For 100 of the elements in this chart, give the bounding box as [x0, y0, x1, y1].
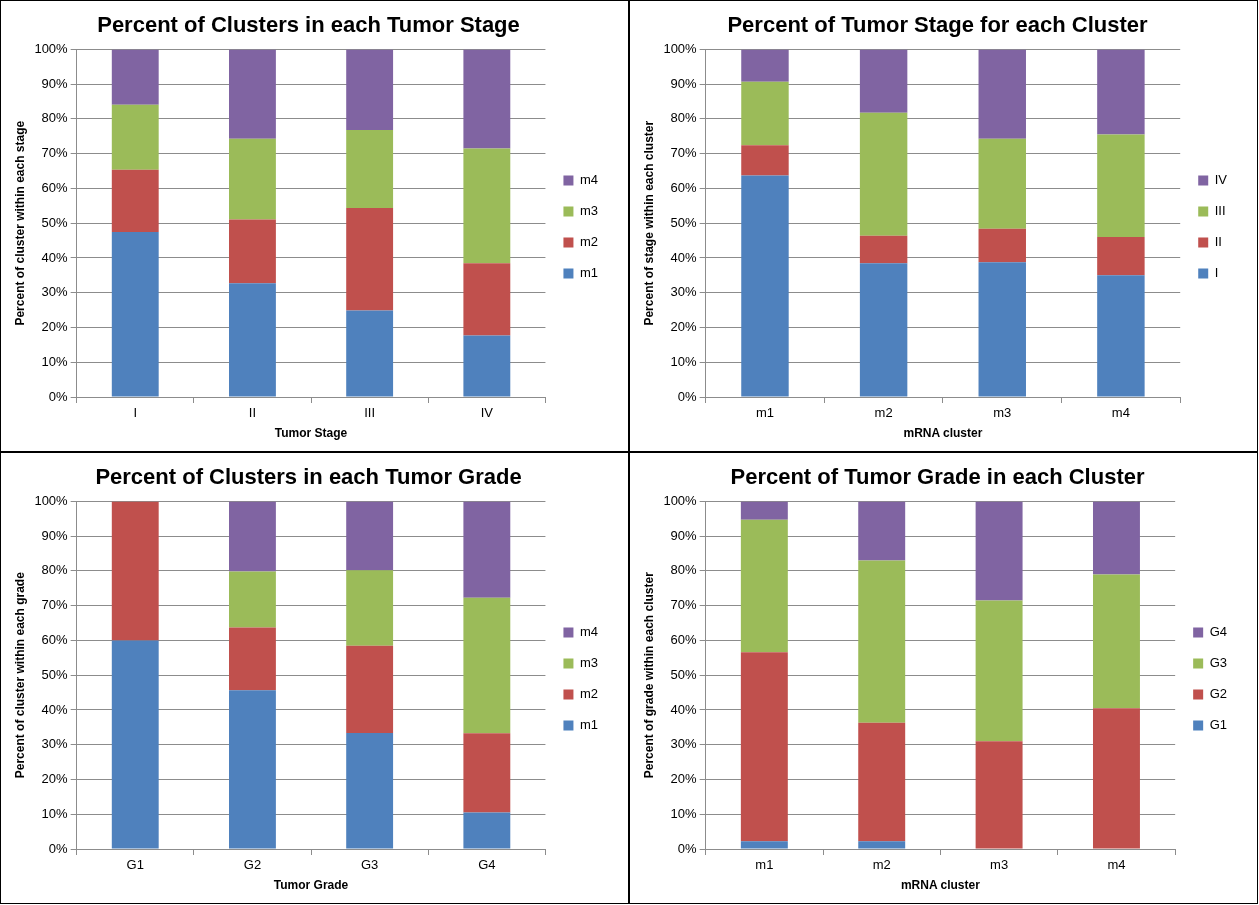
x-tick-label: m4 [1111, 405, 1130, 421]
x-tick-label: IV [480, 405, 494, 421]
legend-label: m4 [579, 624, 598, 640]
bar [463, 733, 511, 813]
y-tick-label: 30% [41, 284, 69, 300]
y-tick-label: 0% [48, 388, 69, 404]
y-tick-label: 60% [670, 180, 698, 196]
y-tick-label: 20% [41, 771, 69, 787]
y-tick-label: 0% [48, 840, 69, 856]
bar [463, 148, 511, 264]
legend-label: G1 [1209, 717, 1227, 733]
y-tick-label: 40% [670, 249, 698, 265]
chart-title: Percent of Tumor Stage for each Cluster [727, 12, 1148, 38]
bar [463, 49, 511, 149]
y-tick-label: 100% [663, 40, 698, 56]
legend-label: m1 [579, 717, 598, 733]
y-tick-label: 70% [41, 145, 69, 161]
x-tick-label: II [248, 405, 257, 421]
y-tick-label: 100% [34, 40, 69, 56]
legend-label: m2 [579, 234, 598, 250]
legend-label: I [1214, 265, 1219, 281]
y-axis-title: Percent of cluster within each stage [12, 120, 27, 326]
y-tick-label: 60% [41, 180, 69, 196]
bar [111, 640, 159, 849]
y-tick-label: 0% [677, 388, 698, 404]
y-tick-label: 100% [663, 492, 698, 508]
bar [463, 335, 511, 397]
y-tick-label: 30% [41, 736, 69, 752]
y-axis-title: Percent of stage within each cluster [641, 120, 656, 326]
x-tick-label: m1 [755, 405, 774, 421]
bar [741, 49, 789, 82]
bar [978, 49, 1026, 139]
x-tick-label: m4 [1107, 857, 1126, 873]
y-tick-label: 10% [41, 353, 69, 369]
bar [229, 690, 276, 849]
bar [740, 652, 788, 842]
bar [346, 570, 394, 646]
y-tick-label: 50% [670, 666, 698, 682]
y-tick-label: 80% [41, 562, 69, 578]
bar [346, 310, 394, 397]
chart-title: Percent of Clusters in each Tumor Stage [97, 12, 520, 38]
x-tick-label: m2 [872, 857, 891, 873]
x-axis-title: mRNA cluster [903, 426, 983, 441]
bar [741, 145, 789, 176]
y-tick-label: 20% [670, 319, 698, 335]
bar [463, 263, 511, 336]
bar [859, 112, 908, 236]
y-tick-label: 0% [677, 840, 698, 856]
legend-label: III [1214, 203, 1226, 219]
y-tick-label: 10% [41, 805, 69, 821]
x-tick-label: m3 [993, 405, 1012, 421]
bar [859, 235, 908, 264]
bar [740, 501, 788, 520]
bar [1092, 708, 1140, 849]
x-tick-label: III [364, 405, 376, 421]
bar [346, 645, 394, 733]
bar [229, 49, 276, 139]
bar [346, 732, 394, 849]
y-tick-label: 80% [670, 562, 698, 578]
y-tick-label: 30% [670, 736, 698, 752]
bar [978, 228, 1026, 263]
x-tick-label: m2 [874, 405, 893, 421]
x-axis-title: mRNA cluster [900, 878, 981, 893]
bar [859, 263, 908, 397]
legend-label: G3 [1209, 655, 1227, 671]
bar [978, 262, 1026, 397]
y-tick-label: 60% [670, 632, 698, 648]
bar [111, 104, 159, 170]
bar [1097, 134, 1145, 238]
y-tick-label: 90% [41, 527, 69, 543]
x-tick-label: G2 [243, 857, 262, 873]
bar [1097, 237, 1145, 276]
bar [346, 130, 394, 208]
bar [978, 138, 1026, 229]
bar [229, 501, 276, 572]
legend-label: m4 [579, 172, 598, 188]
bar [229, 219, 276, 284]
legend-label: G4 [1209, 624, 1227, 640]
y-tick-label: 20% [670, 771, 698, 787]
bar [1092, 501, 1140, 575]
x-axis-title: Tumor Stage [274, 426, 348, 441]
y-tick-label: 80% [41, 110, 69, 126]
bar [975, 600, 1023, 742]
y-tick-label: 30% [670, 284, 698, 300]
bar [975, 501, 1023, 601]
y-tick-label: 40% [670, 701, 698, 717]
y-tick-label: 80% [670, 110, 698, 126]
y-tick-label: 60% [41, 632, 69, 648]
x-tick-label: G4 [478, 857, 496, 873]
y-tick-label: 50% [670, 214, 698, 230]
bar [1097, 49, 1145, 135]
bar [463, 501, 511, 598]
legend-label: m3 [579, 203, 598, 219]
legend-label: II [1214, 234, 1222, 250]
bar [975, 741, 1023, 849]
bar [346, 501, 394, 571]
bar [858, 501, 906, 561]
x-axis-title: Tumor Grade [273, 878, 349, 893]
x-tick-label: G3 [360, 857, 379, 873]
y-tick-label: 10% [670, 805, 698, 821]
